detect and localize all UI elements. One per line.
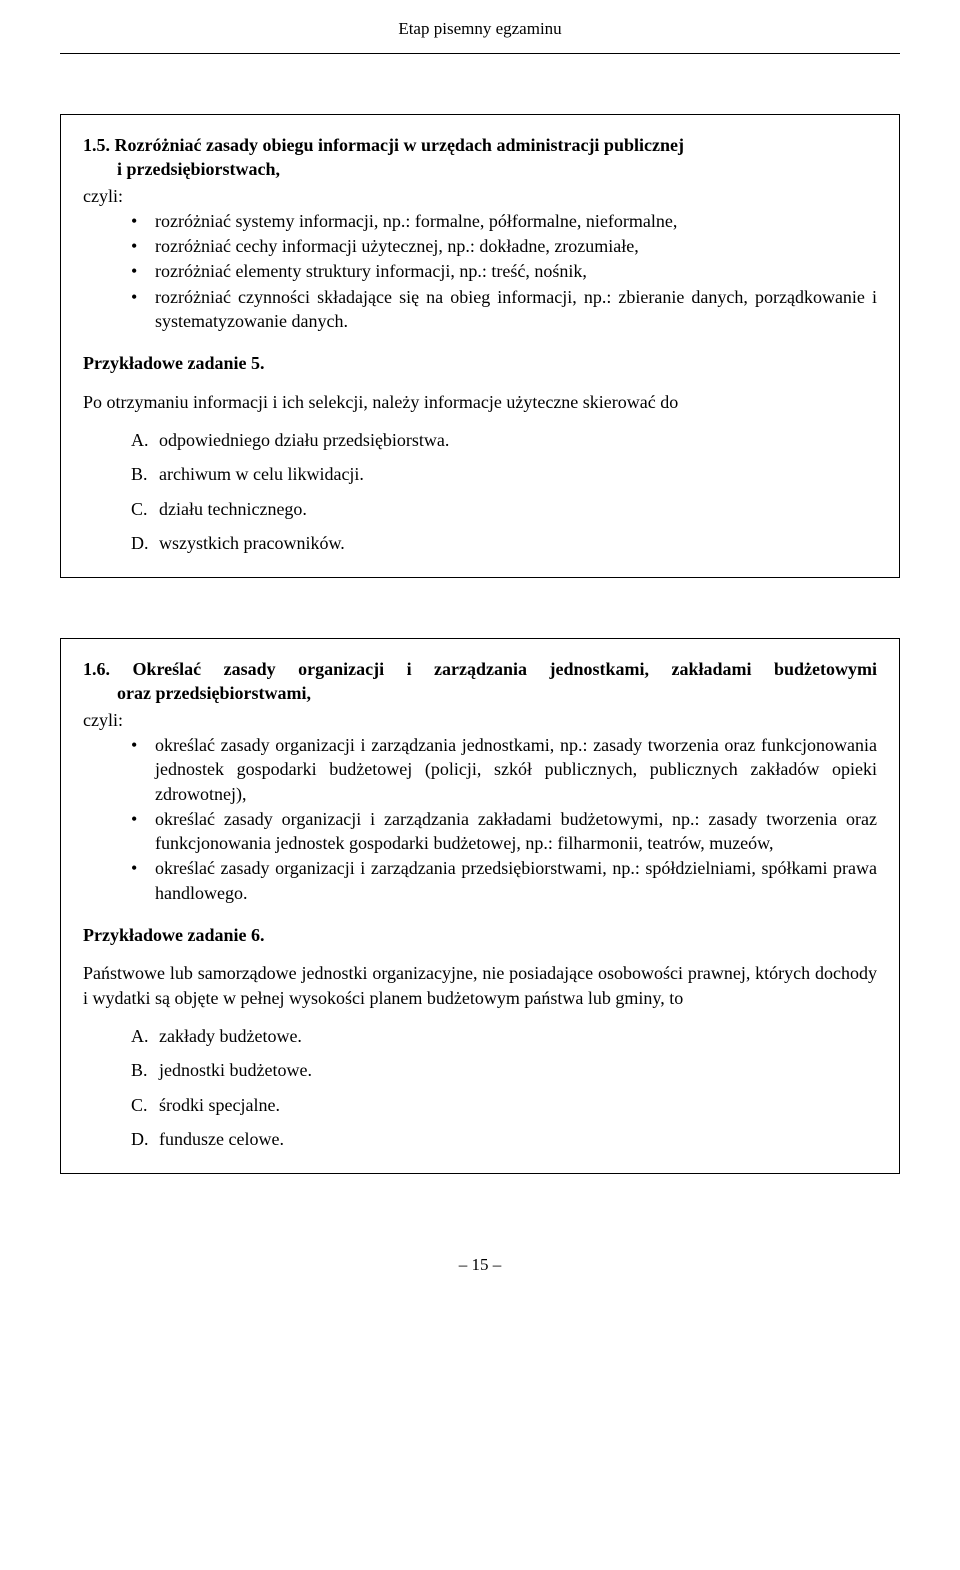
- option-label: D.: [131, 1127, 159, 1151]
- bullet-item: rozróżniać czynności składające się na o…: [131, 285, 877, 334]
- bullet-item: rozróżniać cechy informacji użytecznej, …: [131, 234, 877, 258]
- answer-options: A.zakłady budżetowe. B.jednostki budżeto…: [83, 1024, 877, 1151]
- section-title-1-5: 1.5. Rozróżniać zasady obiegu informacji…: [83, 133, 877, 157]
- task-body: Po otrzymaniu informacji i ich selekcji,…: [83, 390, 877, 414]
- option-text: jednostki budżetowe.: [159, 1060, 312, 1080]
- option-d: D.fundusze celowe.: [131, 1127, 877, 1151]
- option-text: działu technicznego.: [159, 499, 307, 519]
- option-text: odpowiedniego działu przedsiębiorstwa.: [159, 430, 449, 450]
- section-title-line2: oraz przedsiębiorstwami,: [83, 681, 877, 705]
- section-title-line2: i przedsiębiorstwach,: [83, 157, 877, 181]
- option-a: A.zakłady budżetowe.: [131, 1024, 877, 1048]
- section-box-1-6: 1.6. Określać zasady organizacji i zarzą…: [60, 638, 900, 1174]
- option-label: C.: [131, 1093, 159, 1117]
- task-body: Państwowe lub samorządowe jednostki orga…: [83, 961, 877, 1010]
- option-d: D.wszystkich pracowników.: [131, 531, 877, 555]
- option-text: środki specjalne.: [159, 1095, 280, 1115]
- option-c: C.działu technicznego.: [131, 497, 877, 521]
- page-number: – 15 –: [60, 1254, 900, 1277]
- option-label: B.: [131, 1058, 159, 1082]
- section-number: 1.5.: [83, 135, 110, 155]
- page-header: Etap pisemny egzaminu: [60, 0, 900, 54]
- option-label: D.: [131, 531, 159, 555]
- option-label: C.: [131, 497, 159, 521]
- section-title-line1: Rozróżniać zasady obiegu informacji w ur…: [110, 135, 684, 155]
- option-text: zakłady budżetowe.: [159, 1026, 302, 1046]
- section-title-line1: Określać zasady organizacji i zarządzani…: [110, 659, 877, 679]
- bullet-list: rozróżniać systemy informacji, np.: form…: [83, 209, 877, 333]
- option-label: A.: [131, 1024, 159, 1048]
- section-number: 1.6.: [83, 659, 110, 679]
- bullet-item: rozróżniać elementy struktury informacji…: [131, 259, 877, 283]
- czyli-label: czyli:: [83, 708, 877, 732]
- option-text: fundusze celowe.: [159, 1129, 284, 1149]
- bullet-list: określać zasady organizacji i zarządzani…: [83, 733, 877, 905]
- option-label: B.: [131, 462, 159, 486]
- option-text: archiwum w celu likwidacji.: [159, 464, 364, 484]
- bullet-item: określać zasady organizacji i zarządzani…: [131, 733, 877, 806]
- section-title-1-6: 1.6. Określać zasady organizacji i zarzą…: [83, 657, 877, 681]
- bullet-item: określać zasady organizacji i zarządzani…: [131, 856, 877, 905]
- answer-options: A.odpowiedniego działu przedsiębiorstwa.…: [83, 428, 877, 555]
- bullet-item: rozróżniać systemy informacji, np.: form…: [131, 209, 877, 233]
- bullet-item: określać zasady organizacji i zarządzani…: [131, 807, 877, 856]
- option-b: B.jednostki budżetowe.: [131, 1058, 877, 1082]
- option-a: A.odpowiedniego działu przedsiębiorstwa.: [131, 428, 877, 452]
- option-b: B.archiwum w celu likwidacji.: [131, 462, 877, 486]
- option-label: A.: [131, 428, 159, 452]
- option-text: wszystkich pracowników.: [159, 533, 345, 553]
- example-task-title: Przykładowe zadanie 5.: [83, 351, 877, 375]
- section-box-1-5: 1.5. Rozróżniać zasady obiegu informacji…: [60, 114, 900, 578]
- czyli-label: czyli:: [83, 184, 877, 208]
- option-c: C.środki specjalne.: [131, 1093, 877, 1117]
- example-task-title: Przykładowe zadanie 6.: [83, 923, 877, 947]
